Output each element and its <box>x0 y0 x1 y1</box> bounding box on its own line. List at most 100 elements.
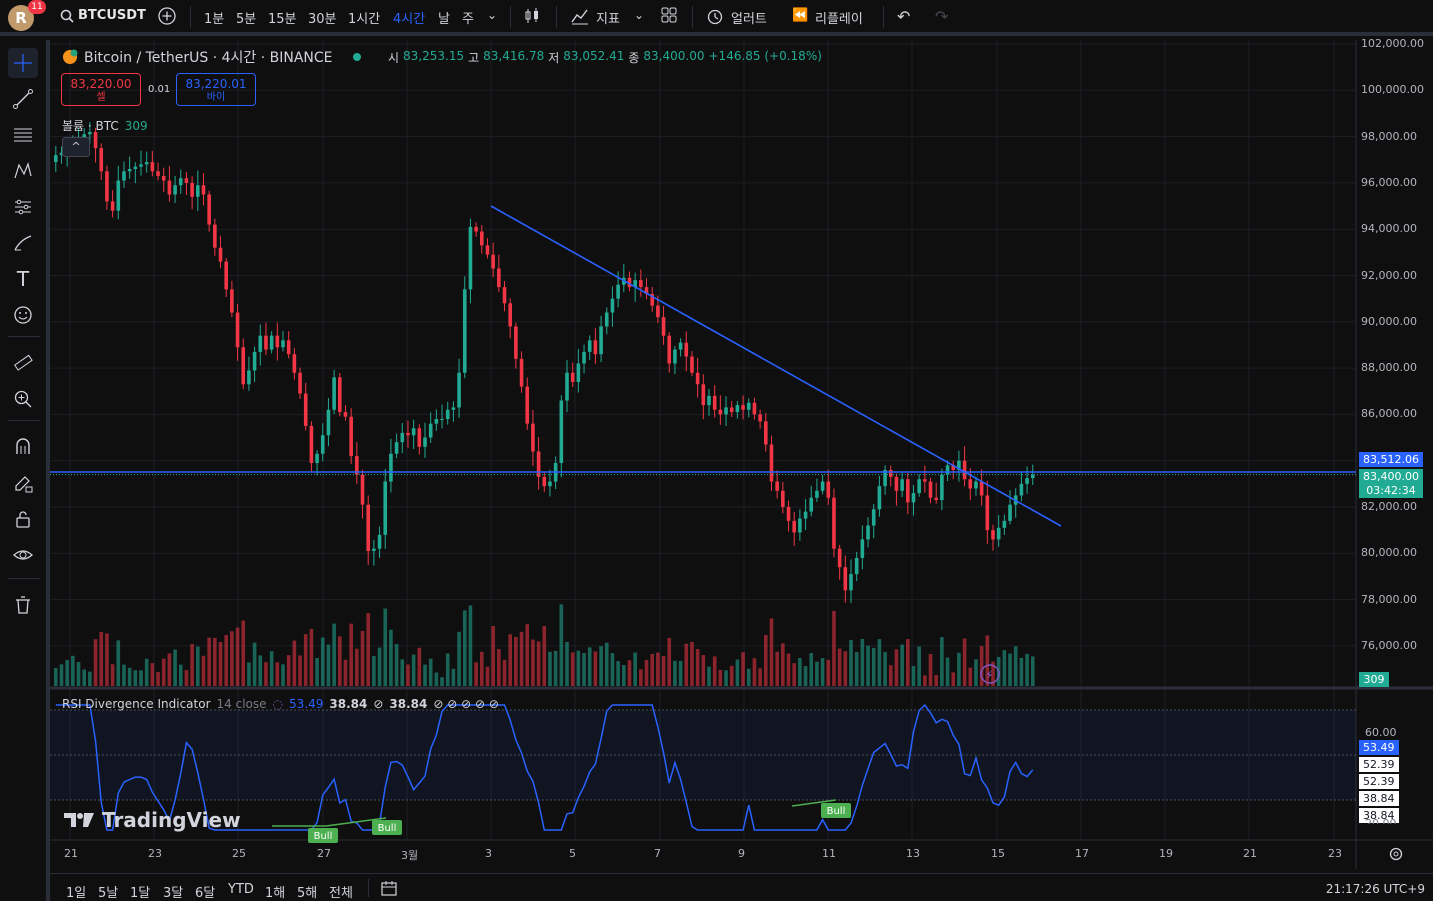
volume-bar <box>684 643 689 686</box>
calendar-icon[interactable] <box>380 879 398 900</box>
candle <box>843 567 848 591</box>
forecast-icon[interactable] <box>8 192 38 222</box>
volume-bar <box>565 641 569 686</box>
candle <box>803 511 808 519</box>
candle <box>979 481 984 496</box>
indicators-button[interactable]: 지표 <box>596 12 620 27</box>
volume-bar <box>798 658 802 686</box>
volume-bar <box>247 662 251 686</box>
range-5y[interactable]: 5해 <box>297 886 318 901</box>
candle <box>491 254 495 269</box>
range-1y[interactable]: 1해 <box>265 886 286 901</box>
indicators-icon[interactable] <box>570 6 590 30</box>
alert-button[interactable]: 얼러트 <box>731 12 767 27</box>
candle <box>213 224 217 248</box>
settings-gear-icon[interactable] <box>1388 846 1404 862</box>
chevron-down-icon[interactable]: ⌄ <box>487 8 498 22</box>
lock-icon[interactable] <box>8 504 38 534</box>
volume-bar <box>93 639 98 686</box>
zoom-in-icon[interactable] <box>8 384 38 414</box>
spread-value: 0.01 <box>148 84 171 95</box>
volume-bar <box>616 661 620 686</box>
candle <box>559 400 564 464</box>
eye-icon[interactable] <box>8 540 38 570</box>
sell-button[interactable]: 83,220.00 셀 <box>61 73 141 106</box>
interval-30m[interactable]: 30분 <box>308 12 337 27</box>
candle <box>457 372 461 408</box>
candle <box>292 354 297 373</box>
candle <box>377 534 382 549</box>
rewind-icon[interactable]: ⏪ <box>792 8 809 23</box>
price-axis-label: 86,000.00 <box>1361 407 1417 421</box>
buy-button[interactable]: 83,220.01 바이 <box>176 73 256 106</box>
volume-bar <box>105 633 109 686</box>
candle-type-icon[interactable] <box>522 6 542 30</box>
layout-grid-icon[interactable] <box>660 6 678 28</box>
volume-bar <box>707 666 711 686</box>
price-chart[interactable]: ⚡ Bull Bull Bull <box>50 40 1433 869</box>
range-3m[interactable]: 3달 <box>163 886 184 901</box>
range-1d[interactable]: 1일 <box>66 886 87 901</box>
interval-5m[interactable]: 5분 <box>236 12 257 27</box>
candle <box>480 231 484 246</box>
redo-icon[interactable]: ↷ <box>935 7 949 26</box>
range-1m[interactable]: 1달 <box>130 886 151 901</box>
volume-bar <box>298 655 302 686</box>
ruler-icon[interactable] <box>8 348 38 378</box>
range-5d[interactable]: 5날 <box>98 886 119 901</box>
crosshair-icon[interactable] <box>8 48 38 78</box>
volume-bar <box>758 668 762 686</box>
interval-week[interactable]: 주 <box>462 12 474 27</box>
time-axis-label: 25 <box>232 847 246 860</box>
candle <box>604 312 609 327</box>
range-6m[interactable]: 6달 <box>195 886 216 901</box>
settings-spinner-icon[interactable]: ◌ <box>272 697 284 711</box>
trash-icon[interactable] <box>8 590 38 620</box>
volume-bar <box>122 664 126 686</box>
magnet-icon[interactable] <box>8 432 38 462</box>
interval-1h[interactable]: 1시간 <box>348 12 381 27</box>
emoji-icon[interactable] <box>8 300 38 330</box>
lock-pen-icon[interactable] <box>8 468 38 498</box>
collapse-legend-button[interactable]: ^ <box>62 137 90 157</box>
candle <box>258 335 263 352</box>
candle <box>678 342 683 350</box>
candle <box>383 481 388 535</box>
tradingview-logo[interactable]: TradingView <box>64 808 241 832</box>
notification-badge: 11 <box>28 0 46 14</box>
candle <box>411 428 416 436</box>
volume-bar <box>940 637 944 686</box>
utc-clock[interactable]: 21:17:26 UTC+9 <box>1325 882 1425 896</box>
candle <box>627 277 632 288</box>
interval-4h[interactable]: 4시간 <box>393 12 426 27</box>
volume-bar <box>241 620 246 686</box>
volume-bar <box>820 658 825 686</box>
bull-divergence-line <box>325 817 387 827</box>
alarm-clock-icon[interactable] <box>705 6 725 30</box>
volume-bar <box>769 618 774 686</box>
text-icon[interactable]: T <box>16 267 30 291</box>
interval-day[interactable]: 날 <box>438 12 450 27</box>
volume-bar <box>480 651 484 686</box>
candle <box>315 453 319 464</box>
brand-name: TradingView <box>102 808 241 832</box>
chevron-down-icon[interactable]: ⌄ <box>634 8 645 22</box>
interval-1m[interactable]: 1분 <box>204 12 225 27</box>
interval-15m[interactable]: 15분 <box>268 12 297 27</box>
candle <box>423 437 427 447</box>
range-all[interactable]: 전체 <box>329 886 353 901</box>
range-ytd[interactable]: YTD <box>228 882 254 897</box>
symbol-search[interactable]: BTCUSDT <box>60 8 146 23</box>
undo-icon[interactable]: ↶ <box>897 7 911 26</box>
pattern-icon[interactable] <box>8 156 38 186</box>
chart-area[interactable]: ⚡ Bull Bull Bull <box>50 40 1433 869</box>
replay-button[interactable]: 리플레이 <box>815 12 863 27</box>
brush-icon[interactable] <box>8 228 38 258</box>
trend-line-icon[interactable] <box>8 84 38 114</box>
candle <box>508 303 512 327</box>
fib-retracement-icon[interactable] <box>8 120 38 150</box>
add-symbol-icon[interactable] <box>157 6 177 30</box>
candle <box>945 465 950 475</box>
volume-bar <box>150 663 155 686</box>
volume-bar <box>656 652 660 686</box>
